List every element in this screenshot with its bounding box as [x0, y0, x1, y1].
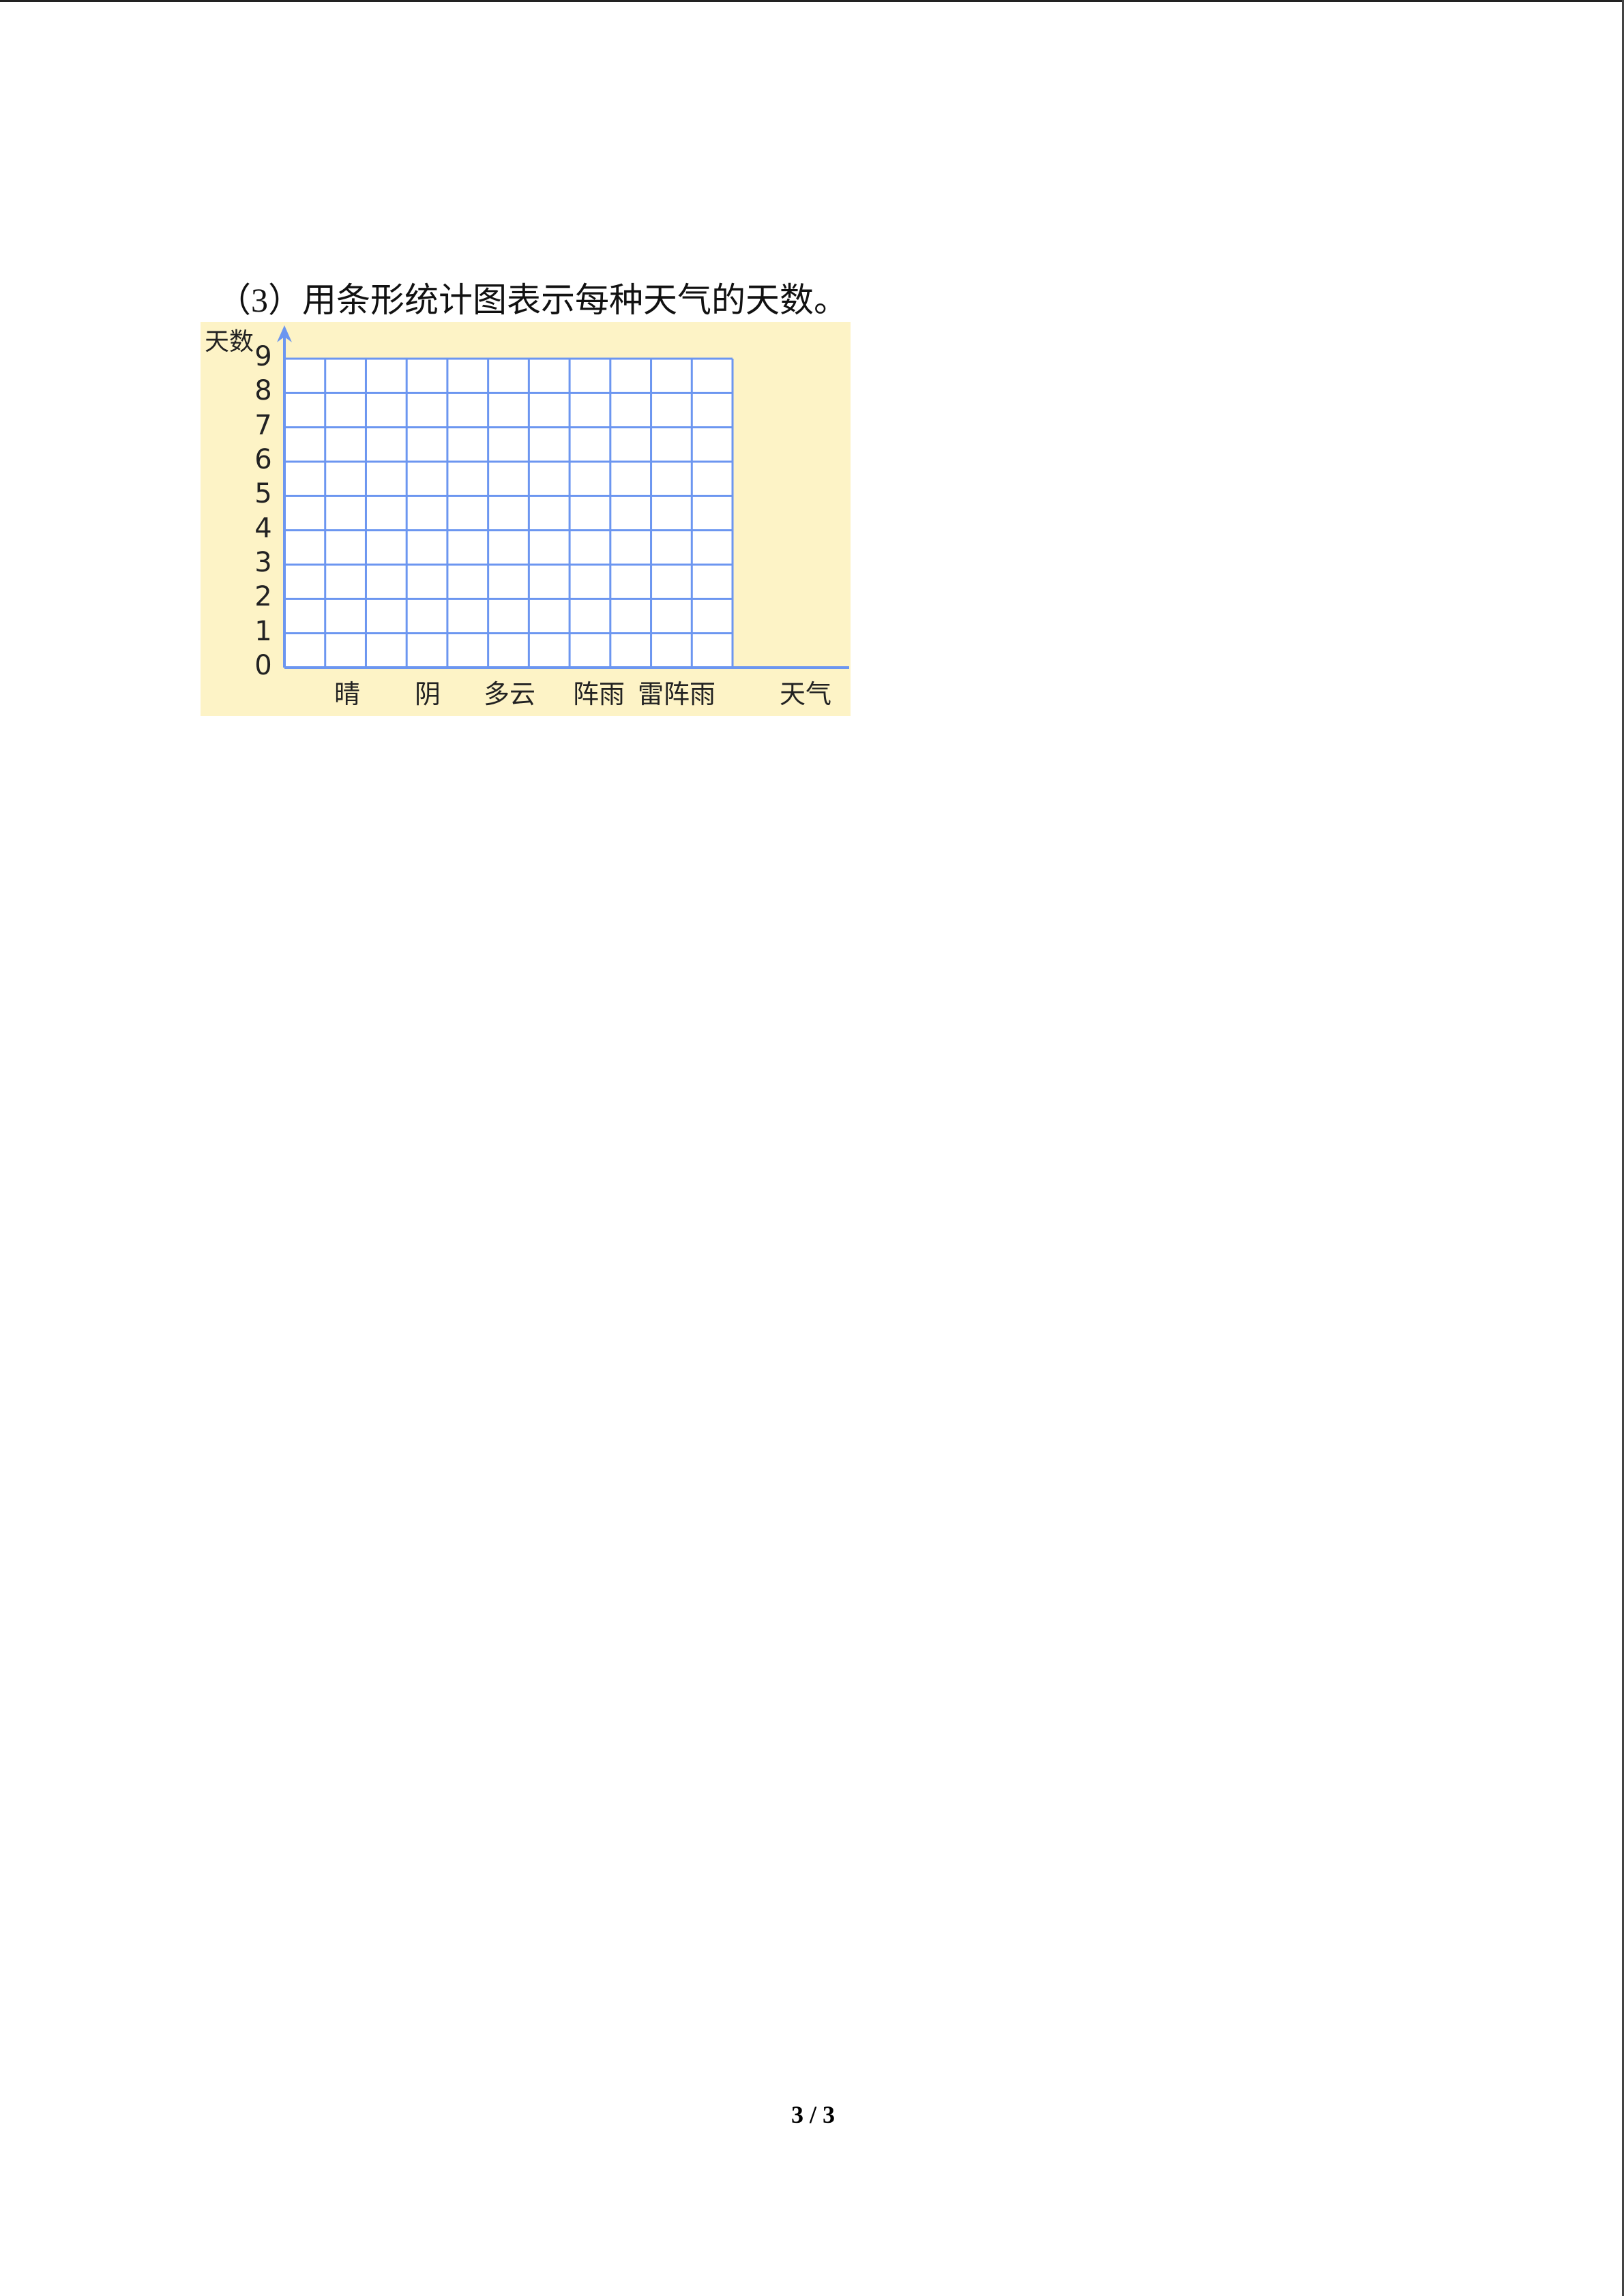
y-tick-label: 9 [254, 341, 272, 372]
page-top-border [0, 0, 1624, 2]
y-tick-label: 6 [254, 444, 272, 475]
y-tick-label: 3 [254, 547, 272, 578]
bar-chart-grid: 天数 0 1 2 3 4 5 6 7 8 9 晴 阴 多云 阵雨 雷阵雨 天气 [201, 322, 851, 716]
y-tick-label: 5 [254, 478, 272, 510]
y-axis-arrow-icon [277, 325, 292, 342]
x-category-label: 多云 [483, 679, 536, 709]
x-category-label: 雷阵雨 [637, 679, 716, 709]
x-category-label: 阵雨 [572, 679, 625, 709]
page-number: 3 / 3 [791, 2101, 836, 2128]
chart-svg [277, 325, 849, 669]
y-tick-label: 7 [254, 409, 272, 441]
x-axis-label: 天气 [779, 679, 832, 709]
y-tick-label: 4 [254, 512, 272, 544]
y-axis-label: 天数 [205, 328, 254, 356]
plot-area [284, 359, 733, 668]
x-category-label: 晴 [334, 679, 361, 709]
y-tick-label: 0 [254, 650, 272, 681]
question-text: （3）用条形统计图表示每种天气的天数。 [217, 281, 848, 319]
y-tick-label: 1 [254, 615, 272, 647]
y-tick-label: 8 [254, 375, 272, 407]
x-category-label: 阴 [414, 679, 441, 709]
page-right-border [1622, 0, 1624, 2296]
y-tick-label: 2 [254, 581, 272, 613]
